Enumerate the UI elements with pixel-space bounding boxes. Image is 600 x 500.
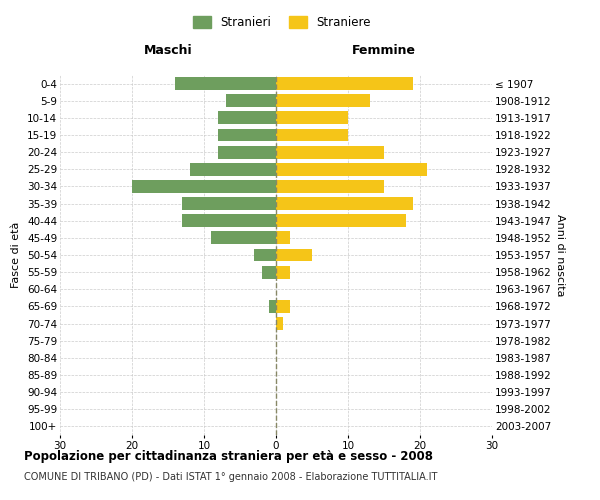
Bar bbox=[276, 317, 283, 330]
Bar bbox=[175, 77, 276, 90]
Legend: Stranieri, Straniere: Stranieri, Straniere bbox=[188, 11, 376, 34]
Bar bbox=[218, 146, 276, 158]
Bar bbox=[276, 266, 290, 278]
Bar bbox=[276, 232, 290, 244]
Text: COMUNE DI TRIBANO (PD) - Dati ISTAT 1° gennaio 2008 - Elaborazione TUTTITALIA.IT: COMUNE DI TRIBANO (PD) - Dati ISTAT 1° g… bbox=[24, 472, 437, 482]
Bar bbox=[276, 146, 384, 158]
Bar bbox=[276, 77, 413, 90]
Text: Femmine: Femmine bbox=[352, 44, 416, 58]
Bar bbox=[218, 112, 276, 124]
Bar bbox=[276, 197, 413, 210]
Bar bbox=[276, 112, 348, 124]
Bar bbox=[182, 197, 276, 210]
Bar bbox=[276, 128, 348, 141]
Bar bbox=[276, 248, 312, 262]
Bar bbox=[254, 248, 276, 262]
Bar bbox=[276, 180, 384, 193]
Bar bbox=[276, 300, 290, 313]
Bar bbox=[269, 300, 276, 313]
Bar bbox=[132, 180, 276, 193]
Bar bbox=[190, 163, 276, 175]
Y-axis label: Anni di nascita: Anni di nascita bbox=[556, 214, 565, 296]
Bar bbox=[276, 94, 370, 107]
Text: Popolazione per cittadinanza straniera per età e sesso - 2008: Popolazione per cittadinanza straniera p… bbox=[24, 450, 433, 463]
Bar bbox=[218, 128, 276, 141]
Y-axis label: Fasce di età: Fasce di età bbox=[11, 222, 22, 288]
Bar bbox=[182, 214, 276, 227]
Bar bbox=[276, 163, 427, 175]
Bar bbox=[211, 232, 276, 244]
Text: Maschi: Maschi bbox=[143, 44, 193, 58]
Bar bbox=[276, 214, 406, 227]
Bar bbox=[226, 94, 276, 107]
Bar bbox=[262, 266, 276, 278]
